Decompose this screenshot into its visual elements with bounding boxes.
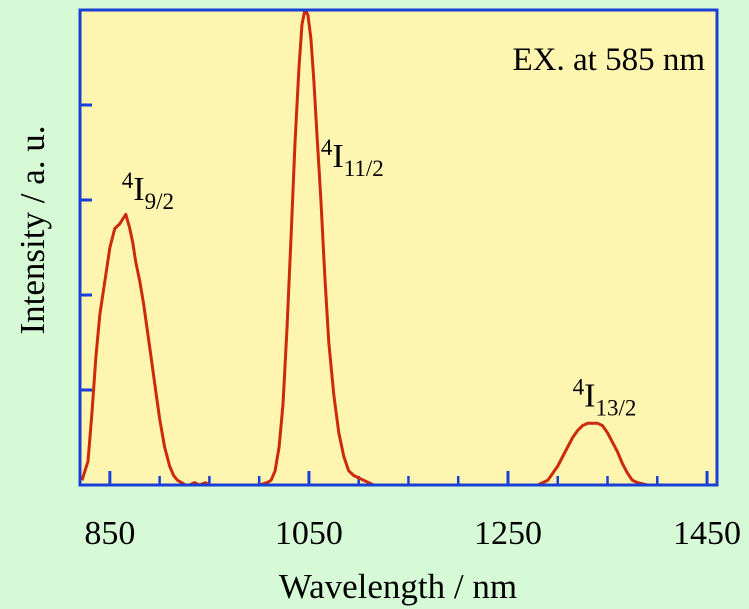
peak-label-0: 4I9/2 (122, 168, 174, 214)
x-axis-label: Wavelength / nm (279, 567, 517, 606)
x-tick-label-0: 850 (84, 515, 135, 552)
peak-label-2: 4I13/2 (573, 375, 637, 421)
peak-annotations: 4I9/2 4I11/2 4I13/2 (122, 135, 637, 421)
peak-label-1: 4I11/2 (321, 135, 384, 181)
x-tick-label-2: 1250 (474, 515, 542, 552)
x-tick-label-1: 1050 (275, 515, 343, 552)
plot-area (80, 10, 717, 485)
emission-spectrum-line (80, 8, 717, 487)
plot-frame (78, 8, 719, 487)
x-tick-labels: 850 1050 1250 1450 (84, 515, 741, 552)
y-axis-label: Intensity / a. u. (13, 126, 52, 335)
excitation-note: EX. at 585 nm (513, 42, 706, 78)
x-tick-label-3: 1450 (673, 515, 741, 552)
